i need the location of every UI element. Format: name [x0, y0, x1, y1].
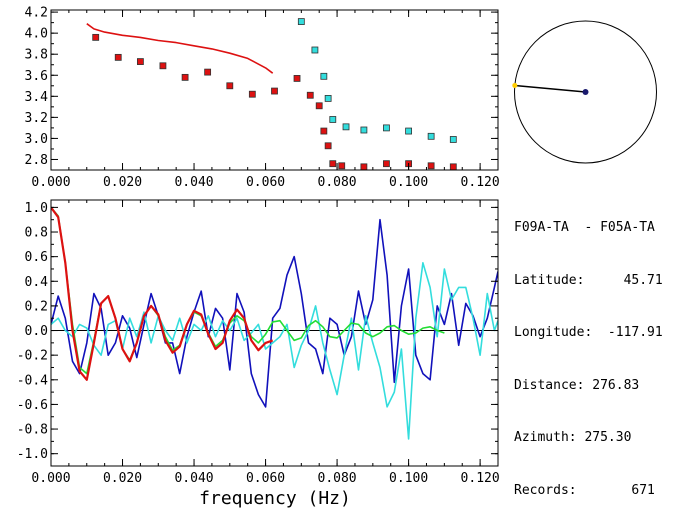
- data-point: [320, 72, 328, 80]
- station-info-panel: F09A-TA - F05A-TA Latitude: 45.71 Longit…: [514, 184, 663, 519]
- azimuth-needle: [514, 84, 586, 93]
- y-tick-label: 3.4: [25, 90, 49, 105]
- data-point: [405, 127, 413, 135]
- records-line: Records: 671: [514, 482, 655, 498]
- plot-frame: [50, 9, 499, 171]
- y-tick-label: -0.8: [17, 423, 48, 438]
- y-tick-label: 3.8: [25, 48, 48, 63]
- series-line: [51, 261, 498, 440]
- data-point: [360, 126, 368, 134]
- x-tick-label: 0.120: [461, 471, 500, 486]
- data-point: [293, 75, 301, 82]
- dial-circle: [514, 20, 657, 164]
- data-point: [329, 160, 337, 168]
- data-point: [136, 58, 144, 65]
- data-point: [271, 87, 278, 95]
- data-point: [297, 18, 305, 25]
- y-tick-label: -0.6: [17, 398, 48, 413]
- data-point: [159, 62, 167, 70]
- y-tick-label: 1.0: [25, 201, 48, 216]
- data-point: [114, 53, 122, 61]
- x-tick-label: 0.040: [174, 175, 213, 190]
- data-point: [181, 73, 189, 81]
- y-tick-label: 3.0: [25, 132, 48, 147]
- x-tick-label: 0.040: [174, 471, 213, 486]
- y-tick-label: 3.2: [25, 111, 48, 126]
- y-tick-label: 0.0: [25, 324, 48, 339]
- data-point: [383, 160, 390, 168]
- data-point: [427, 162, 435, 170]
- x-tick-label: 0.020: [103, 471, 142, 486]
- y-tick-label: -0.4: [17, 373, 48, 388]
- data-point: [320, 127, 328, 135]
- data-point: [427, 132, 435, 140]
- x-tick-label: 0.100: [389, 175, 428, 190]
- x-tick-label: 0.080: [318, 471, 357, 486]
- data-point: [329, 116, 337, 123]
- data-point: [324, 95, 332, 102]
- data-point: [226, 82, 234, 90]
- x-tick-label: 0.000: [31, 471, 70, 486]
- data-point: [315, 102, 323, 110]
- x-tick-label: 0.080: [318, 175, 357, 190]
- data-point: [449, 163, 457, 170]
- azimuth-line: Azimuth: 275.30: [514, 430, 632, 445]
- data-point: [204, 68, 212, 76]
- plot-frame: [50, 199, 499, 467]
- y-tick-label: 2.8: [25, 153, 48, 168]
- x-tick-label: 0.020: [103, 175, 142, 190]
- x-axis-label: frequency (Hz): [199, 488, 351, 509]
- top-panel: 0.000 0.020 0.040 0.060 0.080 0.100 0.120 2.8 3.…: [25, 6, 500, 190]
- series-line: [86, 23, 274, 74]
- series-group: [51, 206, 498, 440]
- y-tick-label: 4.2: [25, 6, 48, 21]
- series-line: [51, 218, 498, 408]
- data-point: [92, 33, 100, 41]
- distance-line: Distance: 276.83: [514, 377, 640, 393]
- y-tick-label: 0.8: [25, 226, 48, 241]
- azimuth-dial: [512, 20, 657, 164]
- series-group: [86, 18, 457, 170]
- data-point: [306, 91, 314, 99]
- station-pair: F09A-TA - F05A-TA: [514, 220, 655, 235]
- y-tick-label: 4.0: [25, 27, 48, 42]
- needle-end-marker: [512, 82, 518, 88]
- data-point: [311, 46, 319, 54]
- data-point: [338, 162, 346, 170]
- latitude-line: Latitude: 45.71: [514, 272, 663, 288]
- x-tick-label: 0.120: [461, 175, 500, 190]
- longitude-line: Longitude: -117.91: [514, 325, 663, 340]
- data-point: [449, 136, 457, 143]
- y-tick-label: 0.6: [25, 250, 48, 265]
- x-tick-label: 0.000: [31, 175, 70, 190]
- data-point: [342, 123, 350, 131]
- y-tick-label: 3.6: [25, 69, 48, 84]
- dial-center-marker: [582, 89, 589, 95]
- y-tick-label: 0.4: [25, 275, 49, 290]
- y-tick-label: -1.0: [17, 447, 48, 462]
- data-point: [248, 90, 256, 98]
- series-line: [51, 206, 274, 381]
- data-point: [383, 124, 390, 132]
- y-tick-label: -0.2: [17, 349, 48, 364]
- data-point: [324, 142, 332, 150]
- y-tick-label: 0.2: [25, 299, 48, 314]
- x-tick-label: 0.100: [389, 471, 428, 486]
- data-point: [360, 163, 368, 170]
- bottom-panel: 0.000 0.020 0.040 0.060 0.080 0.100 0.120 1.0 0.…: [17, 199, 500, 486]
- x-tick-label: 0.060: [246, 471, 285, 486]
- x-tick-label: 0.060: [246, 175, 285, 190]
